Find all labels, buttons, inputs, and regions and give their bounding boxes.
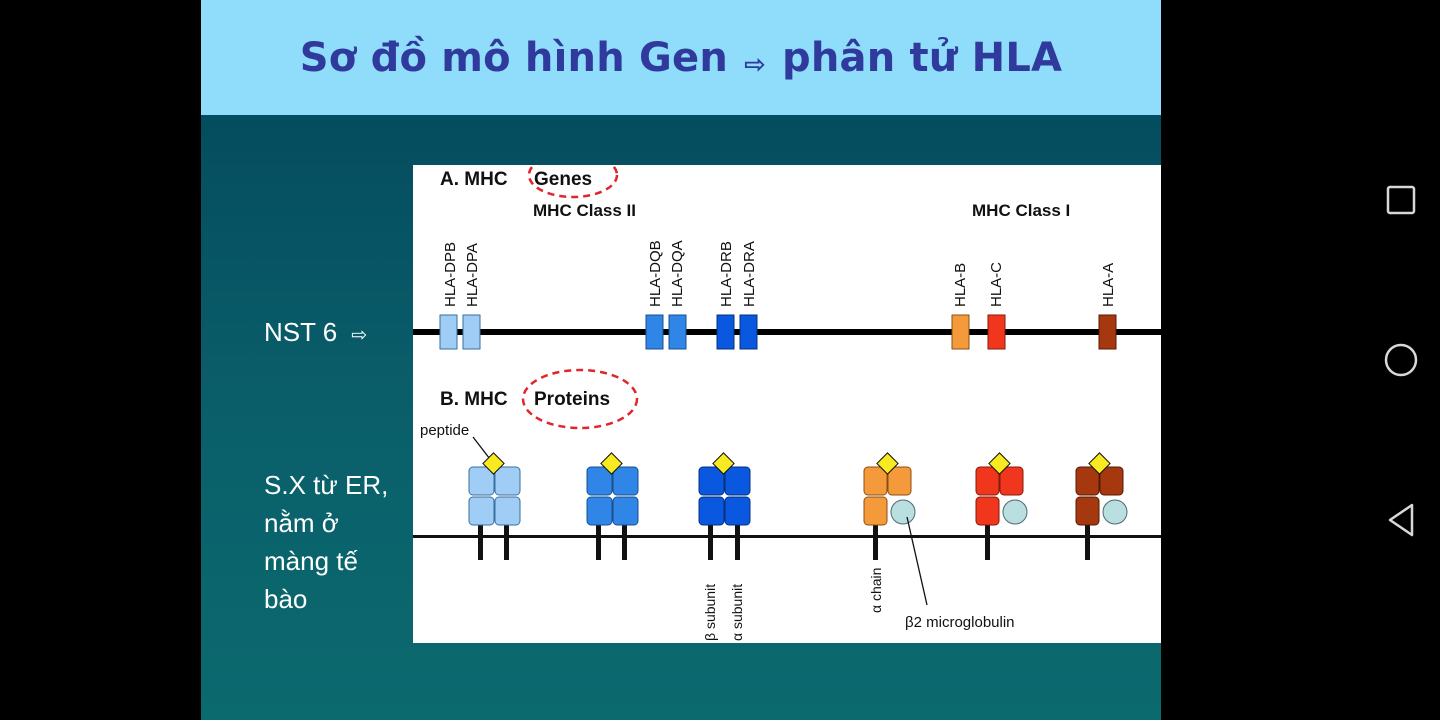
sx-line-2: nằm ở <box>264 508 339 538</box>
nst-label-text: NST 6 <box>264 317 338 347</box>
gene-box-hla-drb <box>716 314 735 350</box>
gene-box-hla-b <box>951 314 970 350</box>
home-button[interactable] <box>1381 340 1421 380</box>
protein-class-ii-dp <box>468 452 521 560</box>
class-ii-label: MHC Class II <box>533 201 636 220</box>
peptide-label: peptide <box>420 422 469 439</box>
b2m-label: β2 microglobulin <box>905 614 1015 631</box>
gene-box-hla-dpa <box>462 314 481 350</box>
protein-class-ii-dq <box>586 452 639 560</box>
gene-label-hla-dra: HLA-DRA <box>741 241 758 307</box>
proteins-circle-highlight <box>521 368 639 430</box>
protein-class-i-b <box>863 452 916 560</box>
title-bar: Sơ đồ mô hình Gen ⇨ phân tử HLA <box>201 0 1161 115</box>
gene-box-hla-dpb <box>439 314 458 350</box>
back-button[interactable] <box>1381 500 1421 540</box>
gene-box-hla-a <box>1098 314 1117 350</box>
gene-label-hla-dpa: HLA-DPA <box>464 243 481 307</box>
section-b-prefix: B. MHC <box>440 389 508 410</box>
section-a-prefix: A. MHC <box>440 169 508 190</box>
recent-apps-icon <box>1386 185 1416 215</box>
alpha-subunit-label: α subunit <box>729 584 745 641</box>
gene-box-hla-c <box>987 314 1006 350</box>
home-icon <box>1384 343 1418 377</box>
navigation-bar <box>1161 0 1440 720</box>
sx-line-1: S.X từ ER, <box>264 470 389 500</box>
slide-title: Sơ đồ mô hình Gen ⇨ phân tử HLA <box>300 35 1062 81</box>
gene-box-hla-dqb <box>645 314 664 350</box>
protein-class-ii-dr <box>698 452 751 560</box>
mhc-diagram: A. MHC Genes MHC Class II MHC Class I HL… <box>413 165 1161 641</box>
chromosome-line <box>413 329 1161 335</box>
gene-label-hla-dqa: HLA-DQA <box>669 240 686 307</box>
membrane-line <box>413 535 1161 538</box>
gene-label-hla-a: HLA-A <box>1100 263 1117 307</box>
nst-label: NST 6 ⇨ <box>264 313 367 355</box>
b2m-pointer-line <box>906 516 928 606</box>
nst-arrow-icon: ⇨ <box>351 325 368 346</box>
gene-label-hla-dqb: HLA-DQB <box>647 240 664 307</box>
gene-label-hla-b: HLA-B <box>952 263 969 307</box>
genes-circle-highlight <box>527 165 619 199</box>
sx-line-3: màng tế <box>264 546 358 576</box>
recent-apps-button[interactable] <box>1381 180 1421 220</box>
section-b-word: Proteins <box>534 389 610 410</box>
title-right: phân tử HLA <box>782 34 1063 81</box>
protein-class-i-a <box>1075 452 1128 560</box>
mhc-figure: A. MHC Genes MHC Class II MHC Class I HL… <box>413 165 1161 643</box>
gene-box-hla-dra <box>739 314 758 350</box>
class-i-label: MHC Class I <box>972 201 1070 220</box>
gene-box-hla-dqa <box>668 314 687 350</box>
beta-subunit-label: β subunit <box>702 584 718 641</box>
sx-line-4: bào <box>264 584 308 614</box>
gene-label-hla-dpb: HLA-DPB <box>442 242 459 307</box>
alpha-chain-label: α chain <box>868 568 884 613</box>
title-left: Sơ đồ mô hình Gen <box>299 34 729 81</box>
gene-label-hla-drb: HLA-DRB <box>718 241 735 307</box>
sx-label: S.X từ ER, nằm ở màng tế bào <box>264 466 414 618</box>
protein-class-i-c <box>975 452 1028 560</box>
gene-label-hla-c: HLA-C <box>988 262 1005 307</box>
section-a-word: Genes <box>534 169 592 190</box>
back-icon <box>1388 503 1414 537</box>
title-arrow-icon: ⇨ <box>744 49 767 80</box>
slide: Sơ đồ mô hình Gen ⇨ phân tử HLA NST 6 ⇨ S.X… <box>201 0 1161 720</box>
